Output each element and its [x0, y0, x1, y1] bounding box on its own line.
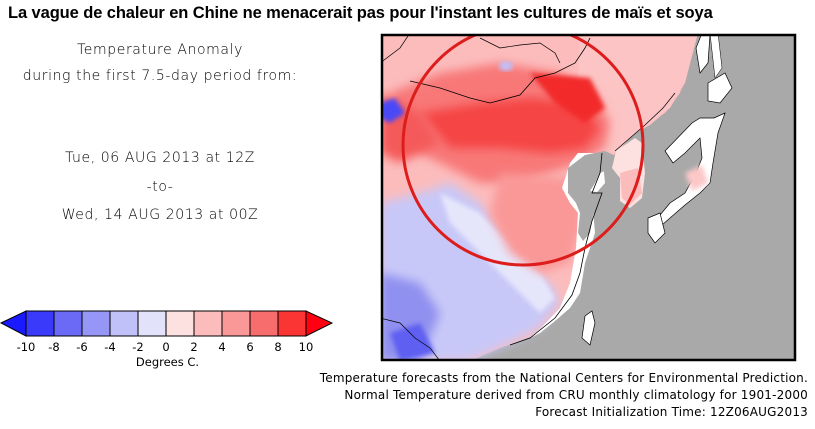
colorbar-bin [221, 310, 251, 337]
footer-source-line: Temperature forecasts from the National … [319, 371, 808, 385]
period-end: Wed, 14 AUG 2013 at 00Z [61, 207, 259, 223]
colorbar-legend: -10 -8 -6 -4 -2 0 2 4 6 8 10 Degrees C. [0, 305, 340, 385]
colorbar-tick-label: 10 [299, 340, 314, 354]
colorbar-bin [109, 310, 139, 337]
colorbar-tick-label: -4 [104, 340, 115, 354]
colorbar-tick-label: 0 [162, 340, 169, 354]
colorbar-bin [193, 310, 223, 337]
below-min-arrow [0, 310, 27, 337]
above-max-arrow [305, 310, 334, 337]
panel-title-line1: Temperature Anomaly [77, 42, 243, 58]
colorbar-bin [137, 310, 167, 337]
colorbar-bin [165, 310, 195, 337]
colorbar-tick-label: -10 [17, 340, 36, 354]
colorbar-bin [25, 310, 55, 337]
colorbar-tick-label: 8 [274, 340, 281, 354]
colorbar-tick-label: -6 [76, 340, 87, 354]
colorbar-bin [249, 310, 279, 337]
colorbar-tick-label: 4 [218, 340, 225, 354]
footer-climatology-line: Normal Temperature derived from CRU mont… [344, 388, 808, 402]
footer-init-time: Forecast Initialization Time: 12Z06AUG20… [535, 405, 808, 419]
panel-title-line2: during the first 7.5-day period from: [22, 68, 298, 84]
colorbar-unit: Degrees C. [135, 355, 200, 369]
colorbar-tick-label: 6 [246, 340, 253, 354]
period-start: Tue, 06 AUG 2013 at 12Z [64, 150, 255, 166]
headline: La vague de chaleur en Chine ne menacera… [8, 4, 713, 22]
colorbar-bin [81, 310, 111, 337]
colorbar-tick-label: 2 [190, 340, 197, 354]
colorbar-tick-label: -2 [132, 340, 143, 354]
temperature-anomaly-map [380, 33, 798, 363]
colorbar-bins [25, 310, 307, 337]
colorbar-bin [277, 310, 307, 337]
colorbar-tick-label: -8 [48, 340, 59, 354]
period-separator: -to- [146, 179, 174, 195]
colorbar-bin [53, 310, 83, 337]
